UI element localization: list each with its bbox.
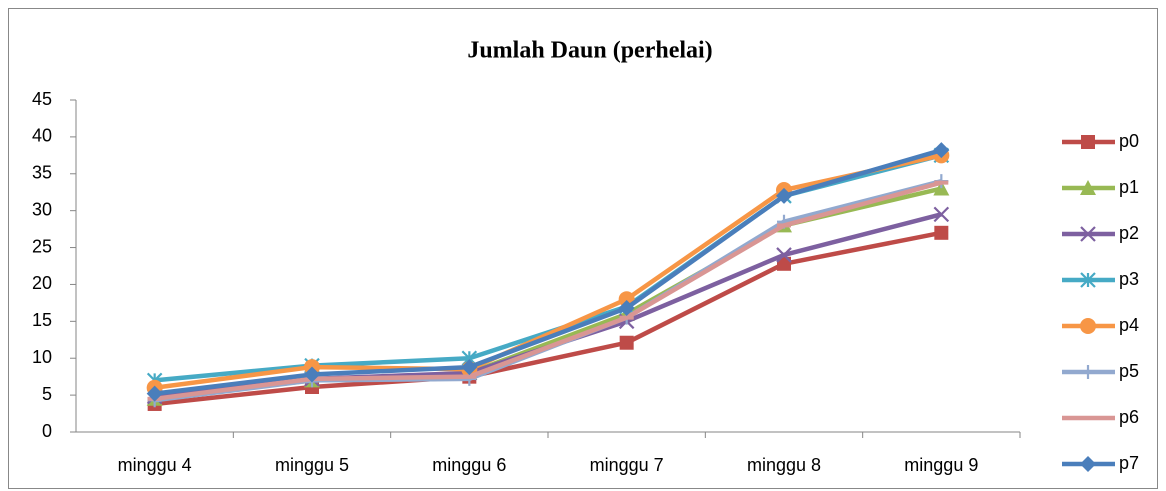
x-tick-label: minggu 5: [275, 455, 349, 475]
x-tick-label: minggu 4: [118, 455, 192, 475]
x-tick-label: minggu 8: [747, 455, 821, 475]
legend-label: p4: [1119, 315, 1139, 335]
legend-marker: [1080, 318, 1096, 334]
x-tick-label: minggu 7: [590, 455, 664, 475]
point-marker: [776, 187, 792, 204]
legend-marker: [1081, 135, 1095, 149]
y-tick-label: 25: [32, 236, 52, 256]
point-marker: [933, 206, 950, 223]
legend-label: p5: [1119, 361, 1139, 381]
legend-label: p7: [1119, 453, 1139, 473]
legend-marker: [1080, 226, 1096, 242]
y-tick-label: 20: [32, 273, 52, 293]
legend-label: p0: [1119, 131, 1139, 151]
y-tick-label: 0: [42, 421, 52, 441]
point-marker: [934, 225, 949, 240]
x-tick-label: minggu 9: [904, 455, 978, 475]
legend-label: p3: [1119, 269, 1139, 289]
y-tick-label: 40: [32, 126, 52, 146]
legend-marker: [1080, 272, 1096, 288]
point-marker: [461, 359, 478, 376]
y-tick-label: 45: [32, 89, 52, 109]
chart-title: Jumlah Daun (perhelai): [467, 38, 712, 64]
series-line: [154, 148, 942, 396]
point-marker: [777, 256, 791, 271]
x-tick-label: minggu 6: [432, 455, 506, 475]
y-tick-label: 35: [32, 163, 52, 183]
legend-label: p2: [1119, 223, 1139, 243]
point-marker: [776, 247, 792, 263]
point-marker: [619, 335, 634, 350]
legend-marker: [1080, 180, 1096, 195]
chart-border: [8, 8, 1158, 489]
series-line: [154, 180, 942, 402]
series-line: [154, 153, 942, 390]
point-marker: [618, 300, 635, 317]
legend-marker: [1081, 365, 1095, 379]
y-tick-label: 10: [32, 347, 52, 367]
legend-label: p1: [1119, 177, 1139, 197]
y-tick-label: 5: [42, 384, 52, 404]
legend-marker: [1080, 456, 1096, 472]
y-tick-label: 15: [32, 310, 52, 330]
point-marker: [146, 385, 163, 402]
point-marker: [933, 142, 950, 159]
legend-label: p6: [1119, 407, 1139, 427]
point-marker: [304, 366, 320, 383]
series-line: [154, 230, 942, 407]
y-tick-label: 30: [32, 199, 52, 219]
